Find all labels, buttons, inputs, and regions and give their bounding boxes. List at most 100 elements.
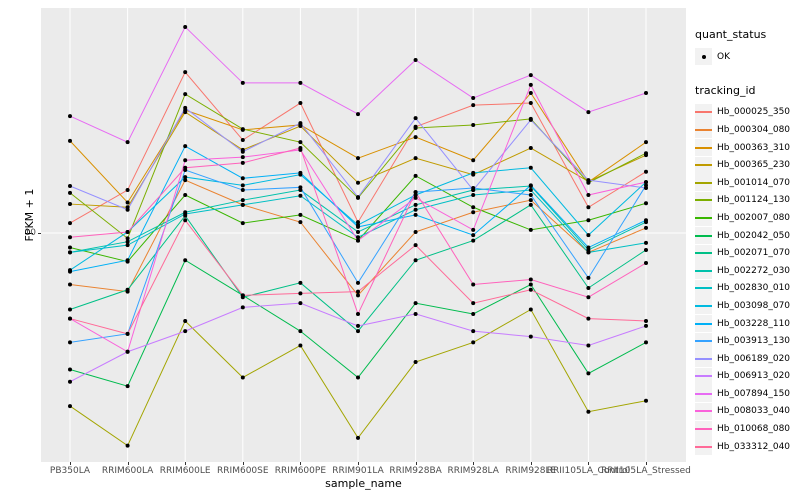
line-icon: [695, 252, 712, 255]
x-axis-tick: [530, 462, 532, 465]
data-point: [356, 289, 360, 294]
legend-color-swatch: [695, 174, 712, 192]
x-axis-label: RRIM928LE: [505, 466, 557, 476]
data-point: [586, 285, 591, 290]
line-icon: [695, 410, 712, 413]
legend-item-label: Hb_001014_070: [717, 177, 791, 188]
legend-item: Hb_002272_030: [695, 262, 799, 280]
data-point: [356, 229, 360, 234]
data-point: [183, 70, 188, 75]
data-point: [644, 91, 648, 96]
data-point: [471, 301, 476, 306]
data-point: [68, 269, 72, 274]
legend-item-quant-ok: OK: [695, 48, 799, 66]
data-point: [125, 349, 130, 354]
data-point: [356, 112, 360, 117]
data-point: [240, 183, 245, 188]
legend-item-label: Hb_002007_080: [717, 212, 791, 223]
legend-item-label: Hb_002830_010: [717, 283, 791, 294]
x-axis-tick: [70, 462, 71, 465]
data-point: [356, 220, 360, 225]
data-point: [125, 331, 130, 336]
data-point: [240, 188, 245, 193]
x-axis-label: RRII105LA_Control: [546, 466, 631, 476]
legend-item-label: Hb_008033_040: [717, 406, 791, 417]
data-point: [471, 311, 476, 316]
x-axis-label: RRIM928LA: [447, 466, 499, 476]
line-icon: [695, 199, 712, 202]
legend-item-label: Hb_006913_020: [717, 371, 791, 382]
legend-item-label: Hb_001124_130: [717, 195, 791, 206]
legend-item-label: Hb_003098_070: [717, 300, 791, 311]
data-point: [413, 192, 418, 197]
data-point: [644, 180, 648, 185]
data-point: [644, 318, 648, 323]
data-point: [125, 140, 130, 145]
x-axis-tick: [646, 462, 647, 465]
legend-item-label: Hb_002042_050: [717, 230, 791, 241]
data-point: [528, 202, 533, 207]
data-point: [471, 340, 476, 345]
data-point: [183, 318, 188, 323]
data-point: [356, 195, 360, 200]
data-point: [356, 238, 360, 243]
data-point: [413, 57, 418, 62]
data-point: [586, 371, 591, 376]
data-point: [298, 170, 303, 175]
data-point: [413, 190, 418, 195]
line-icon: [695, 181, 712, 184]
data-point: [644, 151, 648, 156]
data-point: [68, 340, 72, 345]
legend-item: Hb_000025_350: [695, 103, 799, 122]
legend-series-list: Hb_000025_350 Hb_000304_080 Hb_000363_310 H…: [695, 103, 799, 456]
data-point: [183, 175, 188, 180]
line-icon: [695, 216, 712, 219]
legend-color-swatch: [695, 438, 712, 456]
data-point: [298, 80, 303, 85]
x-axis-tick: [185, 462, 187, 465]
line-icon: [695, 375, 712, 378]
data-point: [644, 185, 648, 190]
line-icon: [695, 392, 712, 395]
data-point: [586, 316, 591, 321]
data-point: [125, 236, 130, 241]
data-point: [125, 443, 130, 448]
data-point: [413, 311, 418, 316]
x-axis-label: RRIM928BA: [389, 466, 442, 476]
data-point: [528, 146, 533, 151]
data-point: [586, 110, 591, 115]
line-icon: [695, 234, 712, 237]
data-point: [413, 202, 418, 207]
data-point: [240, 221, 245, 226]
data-point: [356, 435, 360, 440]
data-point: [183, 192, 188, 197]
data-point: [183, 158, 188, 163]
data-point: [125, 384, 130, 389]
data-point: [240, 202, 245, 207]
legend-item: Hb_006913_020: [695, 367, 799, 386]
data-point: [528, 198, 533, 203]
legend-item: Hb_010068_080: [695, 420, 799, 438]
data-point: [68, 114, 72, 119]
x-axis-label: RRIM600LA: [101, 466, 154, 476]
data-point: [471, 329, 476, 334]
data-point: [183, 218, 188, 223]
data-point: [528, 188, 533, 193]
data-point: [183, 211, 188, 216]
legend-item: Hb_003228_110: [695, 315, 799, 333]
legend-color-swatch: [695, 402, 712, 420]
data-point: [471, 227, 476, 232]
legend-item-label: Hb_000025_350: [717, 107, 791, 118]
data-point: [183, 165, 188, 170]
data-point: [413, 229, 418, 234]
data-point: [586, 343, 591, 348]
data-point: [471, 170, 476, 175]
data-point: [356, 156, 360, 161]
data-point: [586, 233, 591, 238]
line-icon: [695, 428, 712, 431]
data-point: [68, 235, 72, 240]
legend-color-swatch: [695, 227, 712, 245]
x-axis-tick: [358, 462, 359, 465]
data-point: [298, 301, 303, 306]
legend-item-label: Hb_002071_070: [717, 248, 791, 259]
